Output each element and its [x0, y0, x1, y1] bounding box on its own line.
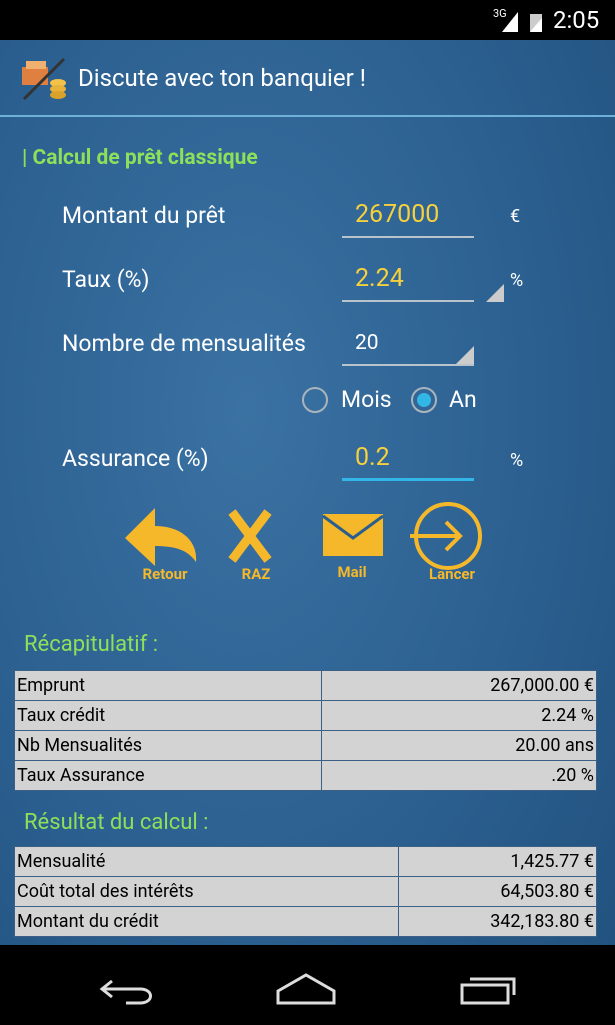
spinner-corner: [486, 284, 504, 302]
field-unit: €: [510, 206, 521, 227]
spinner-corner: [456, 346, 474, 364]
field-unit: %: [510, 270, 524, 291]
input-underline: [342, 300, 474, 302]
button-raz[interactable]: RAZ: [241, 565, 271, 583]
row-value: 2.24 %: [321, 700, 597, 731]
table-row: Taux crédit 2.24 %: [14, 700, 597, 731]
button-lancer[interactable]: Lancer: [429, 565, 475, 583]
row-label: Emprunt: [14, 670, 322, 701]
radio-selected[interactable]: [409, 385, 439, 415]
row-value: 64,503.80 €: [398, 876, 597, 907]
app-icon: [22, 57, 66, 101]
row-label: Coût total des intérêts: [14, 876, 399, 907]
table-row: Coût total des intérêts 64,503.80 €: [14, 876, 597, 907]
table-row: Nb Mensualités 20.00 ans: [14, 730, 597, 761]
row-value: .20 %: [321, 760, 597, 791]
row-value: 1,425.77 €: [398, 846, 597, 877]
field-input[interactable]: 2.24: [355, 264, 404, 293]
summary-table: Emprunt 267,000.00 € Taux crédit 2.24 % Nb M…: [14, 670, 597, 791]
clock: 2:05: [553, 6, 600, 34]
status-bar: 3G 2:05: [0, 0, 615, 40]
field-input[interactable]: 267000: [355, 200, 440, 229]
input-underline: [342, 364, 474, 366]
row-label: Nb Mensualités: [14, 730, 322, 761]
network: 3G: [493, 7, 507, 20]
row-label: Montant du crédit: [14, 906, 399, 937]
row-value: 267,000.00 €: [321, 670, 597, 701]
field-label: Montant du prêt: [62, 202, 226, 229]
summary-title: Récapitulatif :: [24, 632, 159, 657]
button-mail[interactable]: Mail: [337, 563, 367, 581]
nav-icons: [99, 973, 516, 1005]
result-table: Mensualité 1,425.77 € Coût total des intér…: [14, 846, 597, 937]
action-bar: Discute avec ton banquier !: [0, 40, 615, 117]
radio[interactable]: [300, 385, 330, 415]
row-value: 342,183.80 €: [398, 906, 597, 937]
row-label: Taux Assurance: [14, 760, 322, 791]
radio-label[interactable]: Mois: [341, 386, 392, 413]
table-row: Taux Assurance .20 %: [14, 760, 597, 791]
field-input[interactable]: 0.2: [355, 443, 390, 472]
section-title: | Calcul de prêt classique: [22, 146, 258, 170]
nav-bar: [0, 945, 615, 1025]
input-underline: [342, 236, 474, 238]
button-retour[interactable]: Retour: [142, 565, 188, 583]
button-icons: [125, 502, 482, 570]
field-label: Taux (%): [62, 266, 150, 293]
status-icons: [502, 12, 542, 32]
row-label: Taux crédit: [14, 700, 322, 731]
table-row: Mensualité 1,425.77 €: [14, 846, 597, 877]
field-label: Assurance (%): [62, 445, 209, 472]
app-title: Discute avec ton banquier !: [78, 64, 366, 92]
result-title: Résultat du calcul :: [24, 810, 209, 835]
table-row: Emprunt 267,000.00 €: [14, 670, 597, 701]
input-underline: [342, 478, 474, 481]
field-label: Nombre de mensualités: [62, 330, 306, 357]
radio-label[interactable]: An: [449, 386, 477, 413]
row-label: Mensualité: [14, 846, 399, 877]
field-unit: %: [510, 450, 524, 471]
spinner-value[interactable]: 20: [355, 331, 379, 355]
row-value: 20.00 ans: [321, 730, 597, 761]
table-row: Montant du crédit 342,183.80 €: [14, 906, 597, 937]
